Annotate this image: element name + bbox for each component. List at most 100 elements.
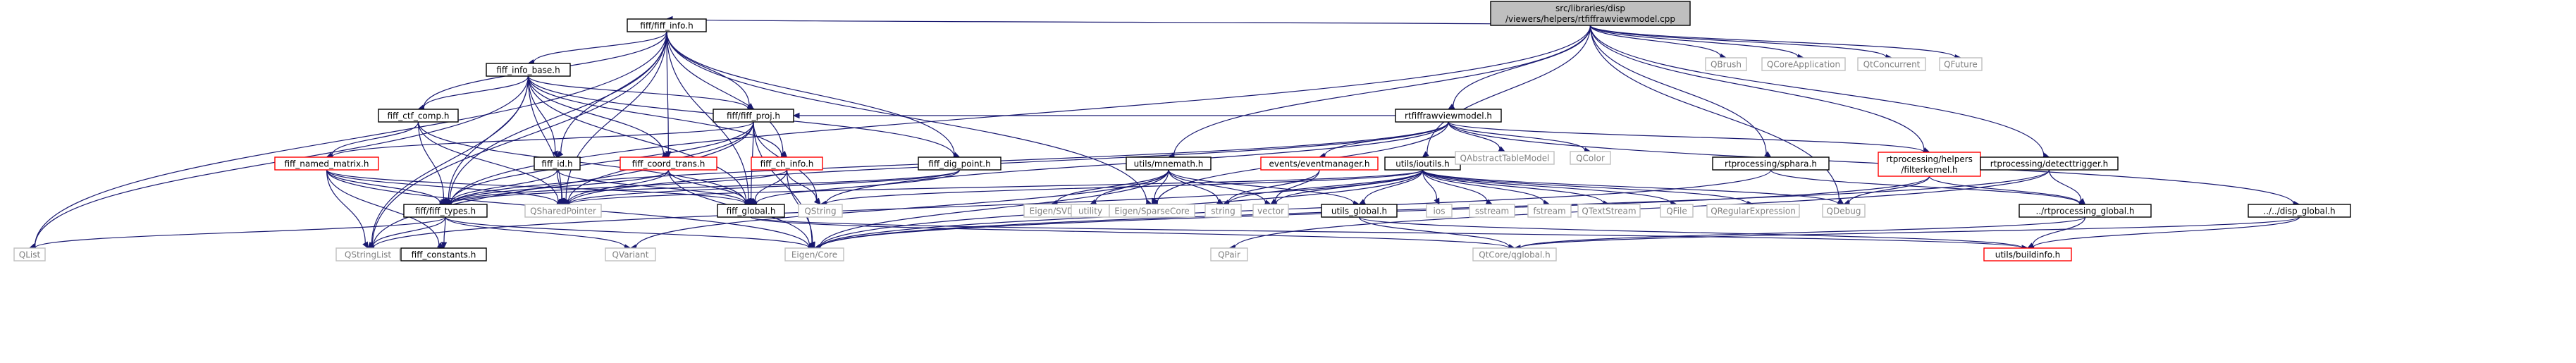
edge-utils_mnemath-to-utils_global [1168, 169, 1355, 204]
node-fiff-constants[interactable]: fiff_constants.h [400, 247, 487, 262]
arrowhead-fiff_info_base-to-fiff_id [552, 150, 558, 159]
node-fiff-types[interactable]: fiff/fiff_types.h [403, 204, 488, 218]
edge-fiff_info-to-fiff_info_base [533, 31, 667, 63]
node-label: QAbstractTableModel [1460, 154, 1550, 164]
node-label: utility [1078, 207, 1102, 216]
edge-fiff_info-to-fiff_types [449, 31, 667, 202]
node-qpair: QPair [1210, 247, 1248, 262]
node-label: QList [19, 250, 41, 260]
node-utils-ioutils[interactable]: utils/ioutils.h [1384, 156, 1461, 171]
edge-utils_ioutils-to-QSharedPointer [568, 169, 1424, 205]
node-fiff-ch-info[interactable]: fiff_ch_info.h [751, 156, 823, 171]
node-box [1109, 204, 1195, 218]
node-box [1857, 57, 1926, 71]
node-qfile: QFile [1660, 204, 1694, 218]
node-qdebug: QDebug [1822, 204, 1866, 218]
node-rtprocessing-global[interactable]: ../rtprocessing_global.h [2019, 204, 2152, 218]
node-qtextstream: QTextStream [1577, 204, 1641, 218]
edge-fiff_coord_trans-to-fiff_types [450, 169, 670, 204]
node-box [378, 109, 459, 123]
node-box [1210, 247, 1248, 262]
node-box [1472, 247, 1557, 262]
arrowhead-fiff_named_matrix-to-QStringList [362, 241, 369, 250]
node-box [1490, 1, 1691, 26]
node-fiff-dig-point[interactable]: fiff_dig_point.h [918, 156, 1002, 171]
node-utils-global[interactable]: utils_global.h [1321, 204, 1398, 218]
edge-utils_mnemath-to-Eigen_SparseCore [1154, 169, 1169, 199]
edge-events_eventmanager-to-string [1228, 169, 1320, 203]
node-label: QSharedPointer [530, 207, 596, 216]
edge-disp_global-to-utils_buildinfo [2033, 216, 2300, 248]
node-box [1705, 57, 1747, 71]
edge-fiff_ctf_comp-to-fiff_types [417, 121, 445, 199]
node-label: QBrush [1711, 60, 1742, 70]
node-label: ../../disp_global.h [2263, 207, 2335, 216]
node-utils-buildinfo[interactable]: utils/buildinfo.h [1983, 247, 2072, 262]
node-box [1577, 204, 1641, 218]
node-qbrush: QBrush [1705, 57, 1747, 71]
node-rtprocessing-filterkernel[interactable]: rtprocessing/helpers/filterkernel.h [1878, 152, 1981, 177]
node-label: /filterkernel.h [1901, 165, 1957, 175]
node-box [713, 109, 794, 123]
edge-utils_mnemath-to-string [1168, 169, 1219, 202]
node-label: QRegularExpression [1711, 207, 1796, 216]
node-disp-global[interactable]: ../../disp_global.h [2248, 204, 2351, 218]
node-label: QString [804, 207, 836, 216]
edge-fiff_coord_trans-to-QSharedPointer [568, 169, 670, 203]
node-fiff-coord-trans[interactable]: fiff_coord_trans.h [620, 156, 717, 171]
arrowhead-rtprocessing_detecttrigger-to-rtprocessing_global [2078, 198, 2086, 205]
node-box [1204, 204, 1242, 218]
node-root[interactable]: src/libraries/disp/viewers/helpers/rtfif… [1490, 1, 1691, 26]
edge-utils_ioutils-to-QStringList [373, 169, 1424, 248]
node-label: utils_global.h [1331, 207, 1387, 216]
node-rtprocessing-detecttrigger[interactable]: rtprocessing/detecttrigger.h [1980, 156, 2119, 171]
edge-root-to-QCoreApplication [1589, 25, 1799, 58]
node-box [1983, 247, 2072, 262]
node-fiff-id[interactable]: fiff_id.h [534, 156, 581, 171]
arrowhead-fiff_ch_info-to-QString [814, 197, 821, 205]
edge-utils_ioutils-to-QFile [1422, 169, 1672, 204]
node-fiff-ctf-comp[interactable]: fiff_ctf_comp.h [378, 109, 459, 123]
node-box [1469, 204, 1515, 218]
node-label: Eigen/SVD [1030, 207, 1074, 216]
node-label: fiff_coord_trans.h [632, 159, 705, 169]
node-box [403, 204, 488, 218]
node-label: Eigen/Core [791, 250, 837, 260]
edge-disp_global-to-QtCore_qglobal [1520, 216, 2300, 249]
edge-root-to-QFuture [1589, 25, 1956, 58]
edge-fiff_info_base-to-fiff_global [527, 75, 747, 202]
edge-fiff_info_base-to-fiff_coord_trans [527, 75, 665, 154]
node-eigen-sparsecore: Eigen/SparseCore [1109, 204, 1195, 218]
node-label: QVariant [612, 250, 648, 260]
edge-fiff_dig_point-to-QSharedPointer [568, 169, 961, 204]
node-box [1761, 57, 1846, 71]
node-label: QFile [1666, 207, 1687, 216]
node-fiff-proj[interactable]: fiff/fiff_proj.h [713, 109, 794, 123]
node-label: fstream [1533, 207, 1565, 216]
node-label: string [1211, 207, 1235, 216]
node-fiff-info-base[interactable]: fiff_info_base.h [486, 63, 571, 77]
edge-fiff_named_matrix-to-QStringList [326, 169, 366, 243]
node-fiff-info[interactable]: fiff/fiff_info.h [627, 18, 707, 32]
node-label: QStringList [345, 250, 392, 260]
edge-rtprocessing_detecttrigger-to-rtprocessing_global [2048, 169, 2082, 201]
node-label: events/eventmanager.h [1269, 159, 1370, 169]
edge-root-to-fiff_types [450, 25, 1591, 204]
node-rtfiffrawviewmodel[interactable]: rtfiffrawviewmodel.h [1395, 109, 1502, 123]
edge-root-to-rtprocessing_filterkernel [1589, 25, 1925, 151]
node-fiff-global[interactable]: fiff_global.h [717, 204, 785, 218]
node-events-eventmanager[interactable]: events/eventmanager.h [1260, 156, 1379, 171]
node-ios: ios [1426, 204, 1453, 218]
node-box [918, 156, 1002, 171]
node-fiff-named-matrix[interactable]: fiff_named_matrix.h [274, 156, 379, 171]
edge-rtfiffrawviewmodel-to-QSharedPointer [568, 121, 1449, 204]
node-utils-mnemath[interactable]: utils/mnemath.h [1126, 156, 1212, 171]
edge-fiff_named_matrix-to-fiff_types [326, 169, 440, 203]
edge-rtprocessing_filterkernel-to-rtprocessing_global [1928, 176, 2081, 204]
node-rtprocessing-sphara[interactable]: rtprocessing/sphara.h [1712, 156, 1830, 171]
edge-utils_global-to-QtCore_qglobal [1358, 216, 1510, 247]
edge-root-to-rtprocessing_detecttrigger [1589, 25, 2045, 156]
node-box [627, 18, 707, 32]
edge-utils_ioutils-to-fstream [1422, 169, 1545, 204]
node-label: QtCore/qglobal.h [1479, 250, 1551, 260]
